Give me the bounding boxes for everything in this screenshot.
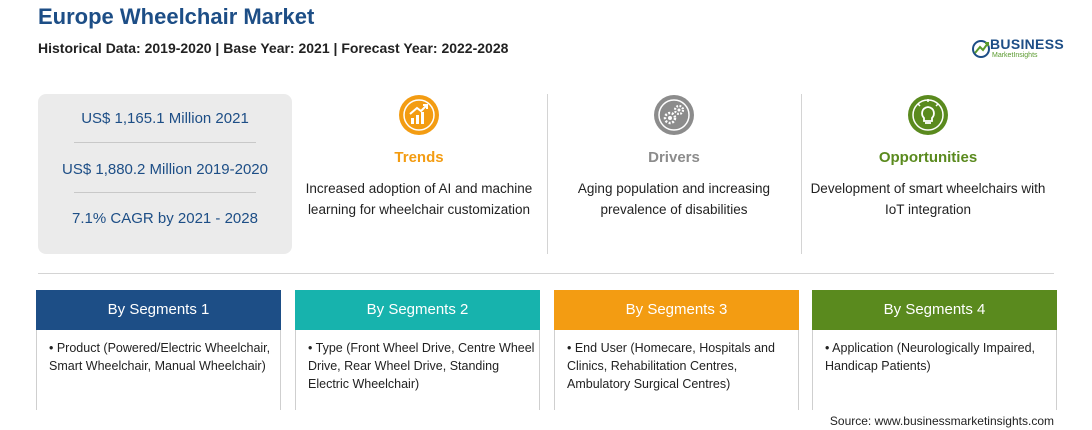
logo-tagline: MarketInsights: [992, 52, 1038, 59]
stat-divider: [74, 142, 256, 143]
stat-divider: [74, 192, 256, 193]
logo-globe-icon: [972, 40, 990, 58]
column-divider: [547, 94, 548, 254]
segment-1-header: By Segments 1: [36, 290, 281, 330]
page-title: Europe Wheelchair Market: [38, 4, 315, 29]
drivers-title: Drivers: [648, 149, 700, 166]
stat-market-value-historical: US$ 1,880.2 Million 2019-2020: [62, 161, 268, 178]
market-stats-box: US$ 1,165.1 Million 2021 US$ 1,880.2 Mil…: [38, 94, 292, 254]
drivers-card: Drivers Aging population and increasing …: [549, 94, 799, 254]
opportunities-title: Opportunities: [878, 149, 978, 166]
trends-title: Trends: [394, 149, 444, 166]
source-credit: Source: www.businessmarketinsights.com: [829, 414, 1054, 428]
segment-2-text: • Type (Front Wheel Drive, Centre Wheel …: [308, 341, 535, 391]
opportunities-card: Opportunities Development of smart wheel…: [803, 94, 1053, 254]
company-logo: BUSINESS MarketInsights: [972, 34, 1064, 64]
segment-card-2: By Segments 2 • Type (Front Wheel Drive,…: [295, 290, 540, 410]
segment-card-3: By Segments 3 • End User (Homecare, Hosp…: [554, 290, 799, 410]
gears-icon: [654, 95, 694, 135]
page-subtitle: Historical Data: 2019-2020 | Base Year: …: [38, 40, 509, 56]
trends-text: Increased adoption of AI and machine lea…: [305, 181, 533, 217]
segment-3-header: By Segments 3: [554, 290, 799, 330]
stat-cagr: 7.1% CAGR by 2021 - 2028: [72, 210, 258, 227]
drivers-text: Aging population and increasing prevalen…: [577, 181, 771, 217]
opportunities-text: Development of smart wheelchairs with Io…: [810, 181, 1046, 217]
segment-2-header: By Segments 2: [295, 290, 540, 330]
segment-4-text: • Application (Neurologically Impaired, …: [825, 341, 1036, 373]
lightbulb-icon: [908, 95, 948, 135]
stat-market-value-2021: US$ 1,165.1 Million 2021: [81, 110, 249, 127]
segment-4-header: By Segments 4: [812, 290, 1057, 330]
chart-growth-icon: [399, 95, 439, 135]
segment-card-1: By Segments 1 • Product (Powered/Electri…: [36, 290, 281, 410]
column-divider: [801, 94, 802, 254]
segment-1-text: • Product (Powered/Electric Wheelchair, …: [49, 341, 271, 373]
segment-card-4: By Segments 4 • Application (Neurologica…: [812, 290, 1057, 410]
segment-3-text: • End User (Homecare, Hospitals and Clin…: [567, 341, 775, 391]
section-divider: [38, 273, 1054, 274]
trends-card: Trends Increased adoption of AI and mach…: [294, 94, 544, 254]
logo-name: BUSINESS: [990, 36, 1064, 52]
